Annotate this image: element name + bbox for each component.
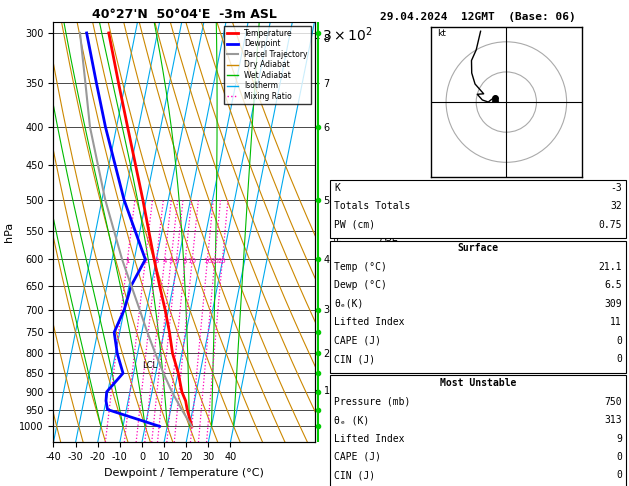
Text: Mixing Ratio (g/kg): Mixing Ratio (g/kg) [335,192,345,272]
Text: CAPE (J): CAPE (J) [334,452,381,462]
Text: kt: kt [437,29,446,38]
Text: 0: 0 [616,354,622,364]
Text: 8: 8 [183,258,187,263]
Y-axis label: hPa: hPa [4,222,14,242]
Text: Pressure (mb): Pressure (mb) [334,397,410,407]
Text: K: K [334,183,340,193]
Text: 25: 25 [218,258,226,263]
Text: Most Unstable: Most Unstable [440,378,516,388]
Text: Lifted Index: Lifted Index [334,434,404,444]
Text: 20: 20 [210,258,220,263]
Text: 16: 16 [203,258,212,263]
Text: 309: 309 [604,299,622,309]
Text: Lifted Index: Lifted Index [334,317,404,328]
Text: -3: -3 [610,183,622,193]
Text: 2: 2 [143,258,147,263]
Text: CIN (J): CIN (J) [334,354,375,364]
Text: 0.75: 0.75 [599,220,622,230]
Text: Totals Totals: Totals Totals [334,201,410,211]
Text: 0: 0 [616,470,622,481]
Text: 32: 32 [610,201,622,211]
Title: 40°27'N  50°04'E  -3m ASL: 40°27'N 50°04'E -3m ASL [92,8,276,21]
Text: 9: 9 [616,434,622,444]
Legend: Temperature, Dewpoint, Parcel Trajectory, Dry Adiabat, Wet Adiabat, Isotherm, Mi: Temperature, Dewpoint, Parcel Trajectory… [223,26,311,104]
Text: 6: 6 [174,258,179,263]
Text: 750: 750 [604,397,622,407]
Text: θₑ(K): θₑ(K) [334,299,364,309]
Y-axis label: km
ASL: km ASL [381,221,399,243]
Text: 4: 4 [162,258,167,263]
Text: 10: 10 [187,258,197,263]
Text: θₑ (K): θₑ (K) [334,415,369,425]
Text: 11: 11 [610,317,622,328]
Text: 313: 313 [604,415,622,425]
Text: Temp (°C): Temp (°C) [334,262,387,272]
Text: LCL: LCL [142,361,157,370]
Text: 5: 5 [169,258,173,263]
Text: CAPE (J): CAPE (J) [334,336,381,346]
Text: 1: 1 [125,258,130,263]
Text: 29.04.2024  12GMT  (Base: 06): 29.04.2024 12GMT (Base: 06) [380,12,576,22]
Text: 21.1: 21.1 [599,262,622,272]
Text: 3: 3 [154,258,159,263]
Text: PW (cm): PW (cm) [334,220,375,230]
Text: Surface: Surface [457,243,499,254]
Text: CIN (J): CIN (J) [334,470,375,481]
Text: Dewp (°C): Dewp (°C) [334,280,387,291]
Text: 0: 0 [616,336,622,346]
Text: 0: 0 [616,452,622,462]
X-axis label: Dewpoint / Temperature (°C): Dewpoint / Temperature (°C) [104,468,264,478]
Text: 6.5: 6.5 [604,280,622,291]
Text: © weatheronline.co.uk: © weatheronline.co.uk [421,469,535,479]
